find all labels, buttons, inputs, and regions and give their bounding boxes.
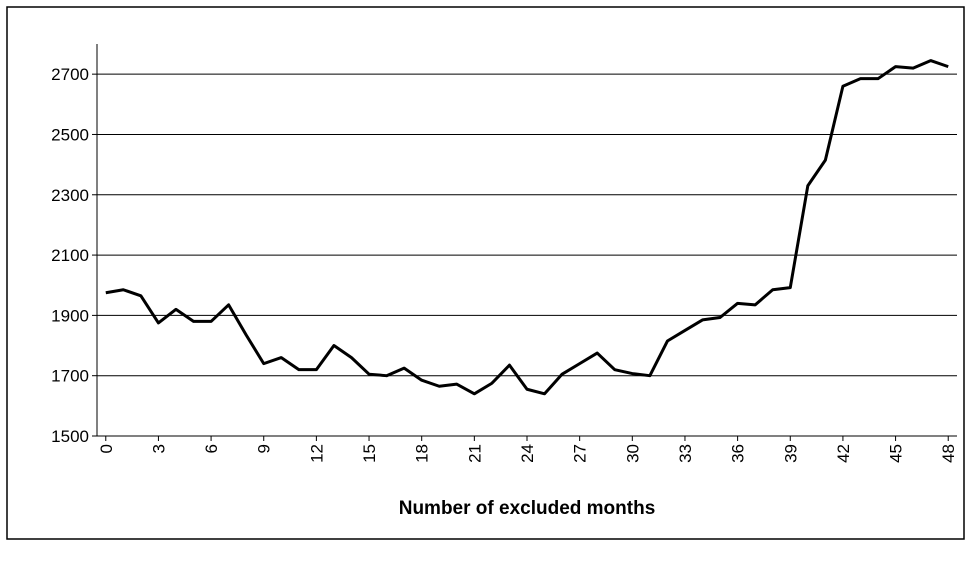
x-tick-label: 6 bbox=[202, 444, 221, 453]
y-tick-label: 2700 bbox=[51, 65, 89, 84]
y-tick-label: 2500 bbox=[51, 125, 89, 144]
x-tick-label: 48 bbox=[939, 444, 958, 463]
x-tick-label: 36 bbox=[729, 444, 748, 463]
x-tick-label: 24 bbox=[518, 444, 537, 463]
y-tick-label: 1900 bbox=[51, 306, 89, 325]
y-tick-label: 1500 bbox=[51, 427, 89, 446]
x-tick-label: 27 bbox=[571, 444, 590, 463]
x-tick-label: 21 bbox=[465, 444, 484, 463]
y-tick-label: 2100 bbox=[51, 246, 89, 265]
x-tick-label: 12 bbox=[307, 444, 326, 463]
x-tick-label: 42 bbox=[834, 444, 853, 463]
x-tick-label: 39 bbox=[781, 444, 800, 463]
x-tick-label: 30 bbox=[623, 444, 642, 463]
data-line bbox=[105, 59, 949, 396]
y-tick-label: 1700 bbox=[51, 367, 89, 386]
x-tick-label: 15 bbox=[360, 444, 379, 463]
x-axis-title: Number of excluded months bbox=[399, 498, 656, 519]
x-tick-label: 9 bbox=[255, 444, 274, 453]
chart-border bbox=[6, 6, 965, 540]
x-tick-label: 45 bbox=[887, 444, 906, 463]
y-tick-label: 2300 bbox=[51, 186, 89, 205]
x-tick-label: 33 bbox=[676, 444, 695, 463]
x-tick-label: 18 bbox=[413, 444, 432, 463]
x-tick-label: 3 bbox=[149, 444, 168, 453]
x-tick-label: 0 bbox=[97, 444, 116, 453]
